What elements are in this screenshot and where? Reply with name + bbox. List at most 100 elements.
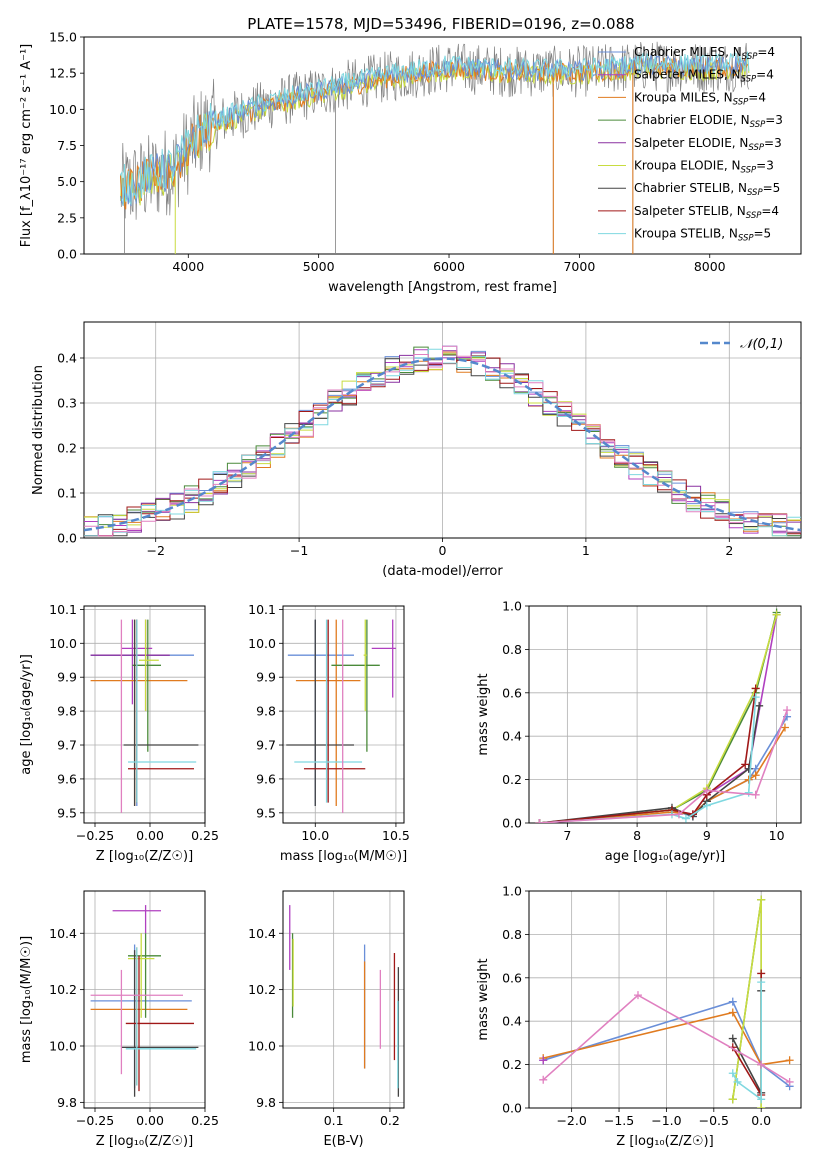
residuals-ytick-label: 0.2 [57, 441, 77, 456]
spectrum-legend-entry: Salpeter ELODIE, NSSP=3 [634, 136, 782, 153]
mw_vs_age-ytick-label: 0.2 [502, 772, 522, 787]
age_vs_Z-ytick-label: 9.9 [57, 670, 77, 685]
mass_vs_Z-xtick-label: −0.25 [76, 1113, 114, 1128]
mass_vs_ebv-ytick-label: 9.8 [256, 1095, 276, 1110]
age_vs_Z-ylabel: age [log₁₀(age/yr)] [19, 654, 34, 775]
spectrum-legend: Chabrier MILES, NSSP=4 Salpeter MILES, NS… [598, 45, 783, 244]
residuals-legend-label: 𝒩(0,1) [740, 337, 783, 352]
mw_vs_age-marker [772, 610, 781, 619]
spectrum-ytick-label: 15.0 [49, 30, 77, 45]
mw_vs_age-marker [751, 693, 760, 702]
age_vs_Z-frame [83, 605, 206, 824]
spectrum-ytick-label: 0.0 [57, 247, 77, 262]
age_vs_Z-ytick-label: 9.8 [57, 704, 77, 719]
spectrum-legend-entry: Kroupa MILES, NSSP=4 [634, 90, 766, 107]
spectrum-legend-entry: Chabrier MILES, NSSP=4 [634, 45, 775, 62]
residuals-normal-curve [84, 357, 801, 532]
mw_vs_Z-xlabel: Z [log₁₀(Z/Z☉)] [616, 1134, 713, 1149]
mw_vs_Z-xtick-label: 0.0 [751, 1113, 771, 1128]
age_vs_mass-ytick-label: 9.6 [256, 771, 276, 786]
age_vs_Z-errorbars [90, 619, 199, 813]
residuals-xtick-label: −2 [146, 543, 164, 558]
mw_vs_Z-frame [528, 890, 802, 1109]
mw_vs_age-ytick-label: 0.8 [502, 642, 522, 657]
residuals-axes: −2 −1 0 1 2 0.0 0.1 0.2 0.3 0.4 (data-model)/error… [31, 321, 802, 579]
residuals-xlabel: (data-model)/error [382, 564, 503, 579]
mass_vs_Z-ytick-label: 10.4 [49, 926, 77, 941]
mw_vs_Z-xtick-label: −1.0 [651, 1113, 681, 1128]
mw_vs_Z-ylabel: mass weight [476, 958, 491, 1040]
age_vs_Z-ytick-label: 10.0 [49, 636, 77, 651]
mw_vs_age-xlabel: age [log₁₀(age/yr)] [605, 849, 726, 864]
age_vs_mass-axes: 10.0 10.5 9.5 9.6 9.7 9.8 9.9 10.0 10.1 mass [log… [248, 602, 410, 864]
mw_vs_age-frame [528, 605, 802, 824]
mass_vs_ebv-ytick-label: 10.0 [248, 1039, 276, 1054]
mw_vs_Z-axes: −2.0 −1.5 −1.0 −0.5 0.0 0.0 0.2 0.4 0.6 0.8 1.0 Z [… [476, 884, 802, 1149]
spectrum-frame [83, 36, 802, 255]
mw_vs_Z-marker [539, 1056, 548, 1065]
spectrum-ytick-label: 2.5 [57, 210, 77, 225]
mw_vs_age-series-kroupa_elodie [539, 614, 778, 823]
spectrum-legend-entry: Chabrier STELIB, NSSP=5 [634, 181, 780, 198]
age_vs_Z-xlabel: Z [log₁₀(Z/Z☉)] [96, 849, 193, 864]
age_vs_mass-ytick-label: 9.5 [256, 805, 276, 820]
age_vs_mass-xtick-label: 10.0 [301, 828, 329, 843]
figure-title: PLATE=1578, MJD=53496, FIBERID=0196, z=0… [247, 15, 634, 33]
spectrum-ylabel: Flux [f_λ10⁻¹⁷ erg cm⁻² s⁻¹ A⁻¹] [19, 44, 34, 248]
mw_vs_Z-lines [539, 895, 794, 1108]
mass_vs_Z-xlabel: Z [log₁₀(Z/Z☉)] [96, 1134, 193, 1149]
mw_vs_Z-ytick-label: 0.4 [502, 1014, 522, 1029]
mass_vs_Z-ytick-label: 10.0 [49, 1039, 77, 1054]
mw_vs_age-marker [744, 788, 753, 797]
mw_vs_Z-xtick-label: −2.0 [556, 1113, 586, 1128]
mw_vs_Z-marker [757, 969, 766, 978]
mw_vs_Z-marker [785, 1077, 794, 1086]
mass_vs_Z-frame [83, 890, 206, 1109]
mw_vs_age-xtick-label: 10 [769, 828, 785, 843]
mw_vs_Z-marker [728, 997, 737, 1006]
mw_vs_Z-marker [539, 1075, 548, 1084]
mw_vs_Z-marker [633, 991, 642, 1000]
mass_vs_ebv-frame [282, 890, 405, 1109]
mw_vs_Z-marker [728, 1095, 737, 1104]
age_vs_Z-ytick-label: 9.7 [57, 738, 77, 753]
age_vs_Z-xtick-label: 0.25 [191, 828, 219, 843]
spectrum-ytick-label: 12.5 [49, 66, 77, 81]
residuals-ytick-label: 0.1 [57, 486, 77, 501]
mass_vs_ebv-errorbars [289, 905, 400, 1097]
spectrum-legend-entry: Salpeter MILES, NSSP=4 [634, 68, 774, 85]
age_vs_Z-xtick-label: −0.25 [76, 828, 114, 843]
age_vs_Z-xtick-label: 0.00 [136, 828, 164, 843]
mw_vs_age-marker [783, 706, 792, 715]
residuals-xtick-label: 1 [582, 543, 590, 558]
mw_vs_Z-marker [728, 1069, 737, 1078]
mw_vs_age-ytick-label: 1.0 [502, 599, 522, 614]
mw_vs_Z-marker [728, 1008, 737, 1017]
age_vs_Z-ytick-label: 9.5 [57, 805, 77, 820]
residuals-frame [83, 321, 802, 539]
mw_vs_Z-marker [757, 1104, 766, 1108]
mw_vs_Z-series-pink [542, 994, 791, 1083]
mw_vs_age-axes: 7 8 9 10 0.0 0.2 0.4 0.6 0.8 1.0 age [log₁₀(age/yr… [476, 599, 802, 864]
mw_vs_Z-ytick-label: 0.2 [502, 1057, 522, 1072]
mw_vs_age-series-salpeter_stelib [539, 688, 757, 823]
mw_vs_age-marker [681, 814, 690, 823]
mw_vs_age-marker [755, 701, 764, 710]
spectrum-legend-entry: Kroupa STELIB, NSSP=5 [634, 227, 771, 244]
spectrum-ytick-label: 10.0 [49, 102, 77, 117]
mass_vs_Z-xtick-label: 0.25 [191, 1113, 219, 1128]
mass_vs_ebv-xtick-label: 0.2 [380, 1113, 400, 1128]
mass_vs_Z-axes: −0.25 0.00 0.25 9.8 10.0 10.2 10.4 Z [log₁₀(Z/Z… [19, 890, 219, 1149]
mw_vs_age-xtick-label: 9 [703, 828, 711, 843]
mass_vs_Z-ytick-label: 9.8 [57, 1095, 77, 1110]
age_vs_mass-ytick-label: 9.9 [256, 670, 276, 685]
mw_vs_age-marker [744, 764, 753, 773]
age_vs_mass-ytick-label: 10.1 [248, 602, 276, 617]
mass_vs_ebv-axes: 0.1 0.2 9.8 10.0 10.2 10.4 E(B-V) [248, 890, 405, 1149]
mw_vs_Z-marker [757, 1060, 766, 1069]
mw_vs_age-marker [780, 723, 789, 732]
mw_vs_Z-marker [728, 1034, 737, 1043]
spectrum-legend-entry: Chabrier ELODIE, NSSP=3 [634, 113, 783, 130]
age_vs_Z-ytick-label: 9.6 [57, 771, 77, 786]
